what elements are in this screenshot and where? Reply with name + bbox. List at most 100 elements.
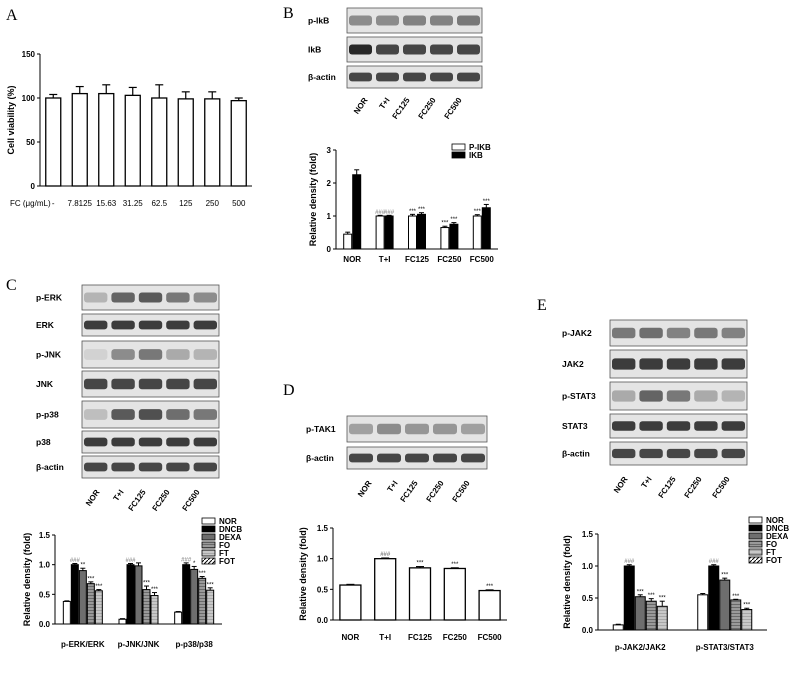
bar	[339, 584, 362, 621]
y-tick-label: 0	[327, 245, 332, 254]
blot-band	[84, 378, 108, 390]
legend-swatch	[201, 549, 216, 557]
significance-label: ***	[409, 209, 417, 215]
x-tick-label: 31.25	[123, 199, 144, 208]
blot-band	[457, 44, 480, 55]
legend-label: FO	[766, 540, 777, 549]
legend-label: FOT	[766, 556, 782, 565]
bar	[612, 624, 624, 631]
legend-swatch	[748, 540, 763, 548]
blot-lane-label: NOR	[612, 475, 630, 495]
blot-band	[84, 437, 108, 447]
blot-lane-label: FC500	[442, 96, 463, 121]
bar	[374, 558, 397, 621]
bar	[45, 97, 62, 187]
panel-label-c: C	[6, 277, 17, 294]
significance-label: **	[80, 563, 85, 569]
significance-label: ###	[70, 558, 81, 564]
significance-label: ###	[181, 557, 192, 563]
blot-band	[433, 453, 457, 463]
blot-band	[84, 349, 108, 360]
blot-band	[639, 390, 663, 402]
blot-band	[403, 15, 426, 26]
bar	[204, 98, 221, 187]
blot-band	[694, 358, 718, 370]
bar	[126, 564, 135, 625]
legend-swatch	[451, 151, 466, 159]
blot-panel-e: p-JAK2 JAK2 p-STAT3 STAT3 β-actin NOR T+I FC125…	[562, 319, 748, 500]
bar	[449, 223, 459, 250]
blot-band	[612, 327, 636, 339]
x-tick-label: 7.8125	[68, 199, 93, 208]
blot-row-label: p-JNK	[36, 350, 62, 360]
blot-band	[694, 390, 718, 402]
significance-label: ***	[441, 221, 449, 227]
blot-lane-label: NOR	[84, 488, 102, 508]
blot-band	[193, 378, 217, 390]
significance-label: ***	[199, 571, 207, 577]
bar	[343, 233, 353, 250]
blot-band	[694, 448, 718, 459]
legend-swatch	[748, 532, 763, 540]
bar	[150, 595, 159, 625]
blot-band	[138, 292, 163, 303]
panel-label-d: D	[283, 382, 295, 399]
blot-band	[612, 390, 636, 402]
legend-label: FO	[219, 541, 230, 550]
legend-label: DNCB	[766, 524, 789, 533]
bar	[375, 215, 385, 250]
legend-swatch	[201, 557, 216, 565]
blot-band	[349, 453, 373, 463]
bar	[623, 565, 635, 631]
significance-label: ***	[474, 209, 482, 215]
blot-band	[193, 462, 217, 472]
y-axis-title: Relative density (fold)	[22, 533, 32, 627]
blot-band	[405, 453, 429, 463]
blot-band	[111, 409, 135, 420]
blot-lane-label: T+I	[378, 96, 392, 111]
y-axis-title: Relative density (fold)	[562, 535, 572, 629]
blot-band	[193, 409, 217, 420]
blot-band	[193, 349, 217, 360]
legend-label: FT	[219, 549, 229, 558]
blot-band	[376, 15, 399, 26]
x-tick-label: p-JAK2/JAK2	[615, 643, 666, 652]
blot-band	[111, 462, 135, 472]
x-tick-label: FC125	[405, 255, 430, 264]
x-tick-label: p-p38/p38	[175, 640, 213, 649]
y-tick-label: 0.0	[317, 616, 329, 625]
blot-row-label: β-actin	[36, 462, 64, 472]
blot-band	[612, 448, 636, 459]
significance-label: ***	[87, 576, 95, 582]
significance-label: ***	[659, 596, 667, 602]
significance-label: ***	[648, 593, 656, 599]
blot-band	[433, 423, 457, 435]
bar	[408, 215, 417, 250]
bar	[697, 594, 709, 631]
legend-label: P-IKB	[469, 143, 491, 152]
blot-band	[138, 462, 163, 472]
blot-lane-label: FC250	[416, 96, 437, 121]
blot-band	[666, 421, 691, 431]
significance-label: ###	[380, 552, 391, 558]
bar	[134, 565, 143, 625]
significance-label: ###	[384, 210, 395, 216]
significance-label: ***	[450, 217, 458, 223]
blot-lane-label: FC250	[682, 475, 703, 500]
bar	[230, 99, 247, 187]
blot-band	[84, 409, 108, 420]
legend-label: NOR	[219, 517, 237, 526]
blot-lane-label: FC250	[150, 488, 171, 513]
bar	[708, 565, 720, 631]
x-tick-label: -	[52, 199, 55, 208]
blot-row-label: STAT3	[562, 421, 588, 431]
blot-band	[138, 349, 163, 360]
legend-swatch	[748, 548, 763, 556]
blot-band	[721, 421, 745, 431]
blot-band	[639, 358, 663, 370]
significance-label: ***	[637, 589, 645, 595]
blot-band	[457, 72, 480, 82]
bar	[94, 590, 103, 625]
blot-band	[111, 292, 135, 303]
